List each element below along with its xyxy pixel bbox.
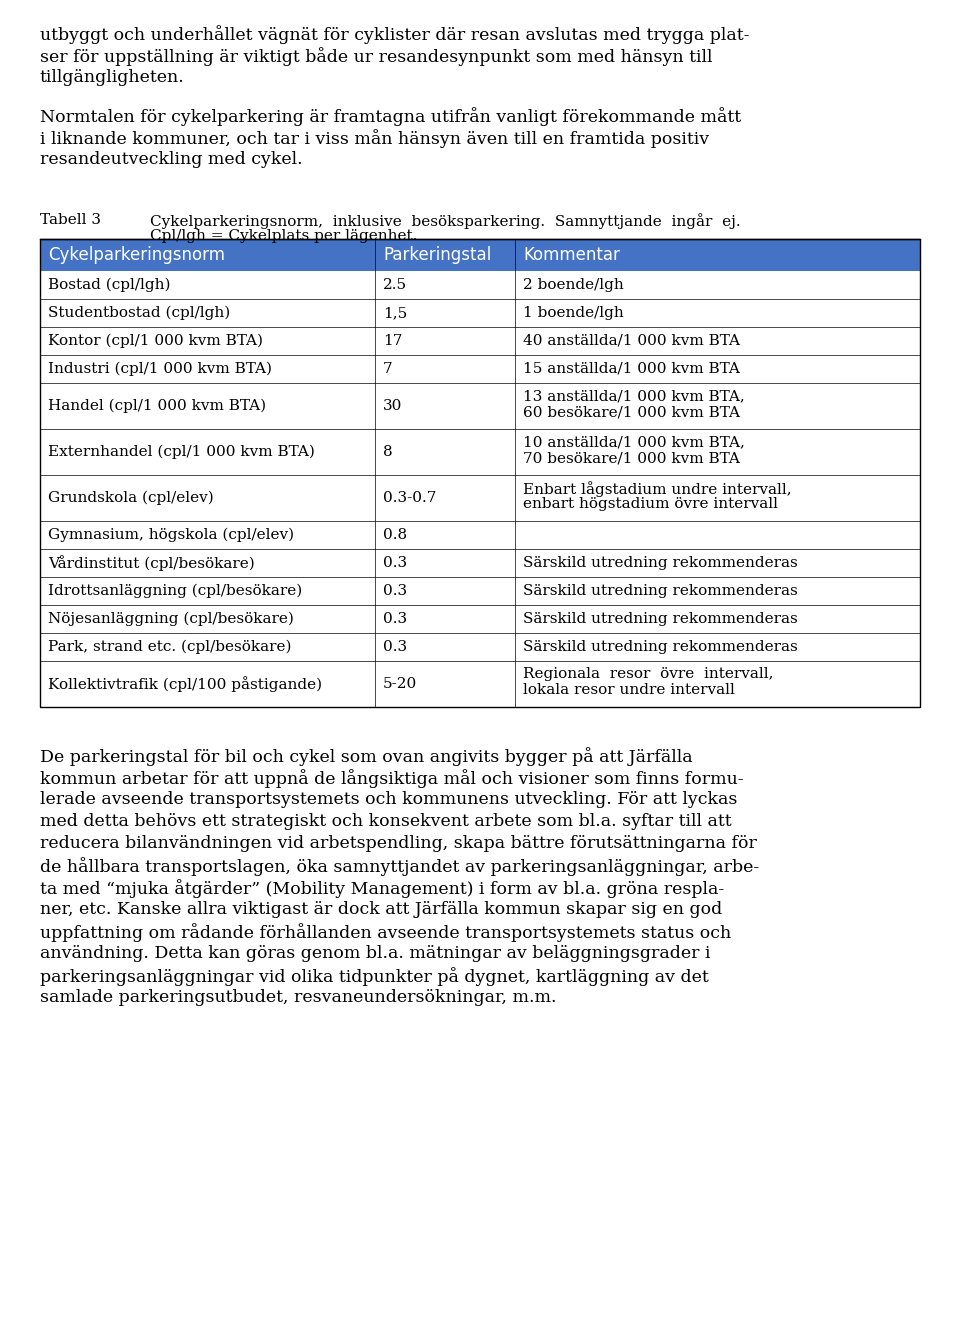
Text: ta med “mjuka åtgärder” (Mobility Management) i form av bl.a. gröna respla-: ta med “mjuka åtgärder” (Mobility Manage…: [40, 879, 724, 898]
Text: 0.3: 0.3: [383, 612, 407, 626]
Text: Särskild utredning rekommenderas: Särskild utredning rekommenderas: [523, 640, 798, 654]
Text: 5-20: 5-20: [383, 677, 418, 692]
Text: utbyggt och underhållet vägnät för cyklister där resan avslutas med trygga plat-: utbyggt och underhållet vägnät för cykli…: [40, 25, 750, 44]
Text: Bostad (cpl/lgh): Bostad (cpl/lgh): [48, 278, 171, 293]
Text: reducera bilanvändningen vid arbetspendling, skapa bättre förutsättningarna för: reducera bilanvändningen vid arbetspendl…: [40, 835, 756, 853]
Text: med detta behövs ett strategiskt och konsekvent arbete som bl.a. syftar till att: med detta behövs ett strategiskt och kon…: [40, 813, 732, 830]
Text: Grundskola (cpl/elev): Grundskola (cpl/elev): [48, 491, 214, 505]
Bar: [40, 605, 920, 633]
Text: Särskild utredning rekommenderas: Särskild utredning rekommenderas: [523, 612, 798, 626]
Text: Park, strand etc. (cpl/besökare): Park, strand etc. (cpl/besökare): [48, 640, 292, 654]
Text: 17: 17: [383, 334, 402, 348]
Text: 1,5: 1,5: [383, 306, 407, 321]
Text: Handel (cpl/1 000 kvm BTA): Handel (cpl/1 000 kvm BTA): [48, 399, 266, 414]
Text: 1 boende/lgh: 1 boende/lgh: [523, 306, 624, 321]
Bar: [40, 327, 920, 355]
Text: Särskild utredning rekommenderas: Särskild utredning rekommenderas: [523, 584, 798, 598]
Text: Kontor (cpl/1 000 kvm BTA): Kontor (cpl/1 000 kvm BTA): [48, 334, 263, 348]
Bar: [40, 475, 920, 521]
Bar: [40, 661, 920, 708]
Text: Parkeringstal: Parkeringstal: [383, 246, 492, 263]
Bar: [40, 521, 920, 549]
Text: Idrottsanläggning (cpl/besökare): Idrottsanläggning (cpl/besökare): [48, 584, 302, 598]
Text: ser för uppställning är viktigt både ur resandesynpunkt som med hänsyn till: ser för uppställning är viktigt både ur …: [40, 47, 712, 66]
Text: 0.3: 0.3: [383, 556, 407, 571]
Text: 30: 30: [383, 399, 402, 414]
Bar: [40, 633, 920, 661]
Text: De parkeringstal för bil och cykel som ovan angivits bygger på att Järfälla: De parkeringstal för bil och cykel som o…: [40, 747, 692, 766]
Text: Cykelparkeringsnorm: Cykelparkeringsnorm: [48, 246, 225, 263]
Bar: [40, 239, 920, 708]
Text: enbart högstadium övre intervall: enbart högstadium övre intervall: [523, 497, 778, 511]
Text: Industri (cpl/1 000 kvm BTA): Industri (cpl/1 000 kvm BTA): [48, 362, 272, 376]
Text: Tabell 3: Tabell 3: [40, 213, 101, 227]
Text: samlade parkeringsutbudet, resvaneundersökningar, m.m.: samlade parkeringsutbudet, resvaneunders…: [40, 990, 557, 1005]
Text: ner, etc. Kanske allra viktigast är dock att Järfälla kommun skapar sig en god: ner, etc. Kanske allra viktigast är dock…: [40, 900, 722, 918]
Text: parkeringsanläggningar vid olika tidpunkter på dygnet, kartläggning av det: parkeringsanläggningar vid olika tidpunk…: [40, 967, 708, 986]
Text: 0.3: 0.3: [383, 584, 407, 598]
Text: uppfattning om rådande förhållanden avseende transportsystemets status och: uppfattning om rådande förhållanden avse…: [40, 923, 732, 942]
Bar: [40, 577, 920, 605]
Text: tillgängligheten.: tillgängligheten.: [40, 69, 184, 86]
Text: de hållbara transportslagen, öka samnyttjandet av parkeringsanläggningar, arbe-: de hållbara transportslagen, öka samnytt…: [40, 857, 759, 876]
Text: användning. Detta kan göras genom bl.a. mätningar av beläggningsgrader i: användning. Detta kan göras genom bl.a. …: [40, 946, 710, 962]
Bar: [40, 355, 920, 383]
Text: kommun arbetar för att uppnå de långsiktiga mål och visioner som finns formu-: kommun arbetar för att uppnå de långsikt…: [40, 769, 744, 787]
Text: 70 besökare/1 000 kvm BTA: 70 besökare/1 000 kvm BTA: [523, 451, 740, 465]
Text: Enbart lågstadium undre intervall,: Enbart lågstadium undre intervall,: [523, 481, 792, 497]
Text: 40 anställda/1 000 kvm BTA: 40 anställda/1 000 kvm BTA: [523, 334, 740, 348]
Text: Kollektivtrafik (cpl/100 påstigande): Kollektivtrafik (cpl/100 påstigande): [48, 676, 323, 692]
Text: lerade avseende transportsystemets och kommunens utveckling. För att lyckas: lerade avseende transportsystemets och k…: [40, 791, 737, 809]
Text: Externhandel (cpl/1 000 kvm BTA): Externhandel (cpl/1 000 kvm BTA): [48, 444, 315, 459]
Text: Vårdinstitut (cpl/besökare): Vårdinstitut (cpl/besökare): [48, 555, 254, 571]
Text: Nöjesanläggning (cpl/besökare): Nöjesanläggning (cpl/besökare): [48, 612, 294, 626]
Text: 15 anställda/1 000 kvm BTA: 15 anställda/1 000 kvm BTA: [523, 362, 740, 376]
Text: resandeutveckling med cykel.: resandeutveckling med cykel.: [40, 152, 302, 168]
Text: Särskild utredning rekommenderas: Särskild utredning rekommenderas: [523, 556, 798, 571]
Bar: [40, 271, 920, 299]
Text: Cykelparkeringsnorm,  inklusive  besöksparkering.  Samnyttjande  ingår  ej.: Cykelparkeringsnorm, inklusive besökspar…: [150, 213, 740, 229]
Text: Cpl/lgh = Cykelplats per lägenhet.: Cpl/lgh = Cykelplats per lägenhet.: [150, 229, 418, 243]
Bar: [40, 239, 920, 271]
Bar: [40, 549, 920, 577]
Text: lokala resor undre intervall: lokala resor undre intervall: [523, 684, 734, 697]
Text: 10 anställda/1 000 kvm BTA,: 10 anställda/1 000 kvm BTA,: [523, 435, 745, 450]
Text: 2 boende/lgh: 2 boende/lgh: [523, 278, 624, 293]
Text: Studentbostad (cpl/lgh): Studentbostad (cpl/lgh): [48, 306, 230, 321]
Text: Kommentar: Kommentar: [523, 246, 620, 263]
Bar: [40, 299, 920, 327]
Text: Normtalen för cykelparkering är framtagna utifrån vanligt förekommande mått: Normtalen för cykelparkering är framtagn…: [40, 106, 741, 126]
Bar: [40, 383, 920, 430]
Text: Gymnasium, högskola (cpl/elev): Gymnasium, högskola (cpl/elev): [48, 528, 294, 543]
Text: 2.5: 2.5: [383, 278, 407, 293]
Text: 0.3-0.7: 0.3-0.7: [383, 491, 437, 505]
Bar: [40, 430, 920, 475]
Text: 0.8: 0.8: [383, 528, 407, 543]
Text: 13 anställda/1 000 kvm BTA,: 13 anställda/1 000 kvm BTA,: [523, 388, 745, 403]
Text: 0.3: 0.3: [383, 640, 407, 654]
Text: 60 besökare/1 000 kvm BTA: 60 besökare/1 000 kvm BTA: [523, 406, 740, 419]
Text: i liknande kommuner, och tar i viss mån hänsyn även till en framtida positiv: i liknande kommuner, och tar i viss mån …: [40, 129, 709, 148]
Text: 7: 7: [383, 362, 393, 376]
Text: 8: 8: [383, 446, 393, 459]
Text: Regionala  resor  övre  intervall,: Regionala resor övre intervall,: [523, 668, 774, 681]
